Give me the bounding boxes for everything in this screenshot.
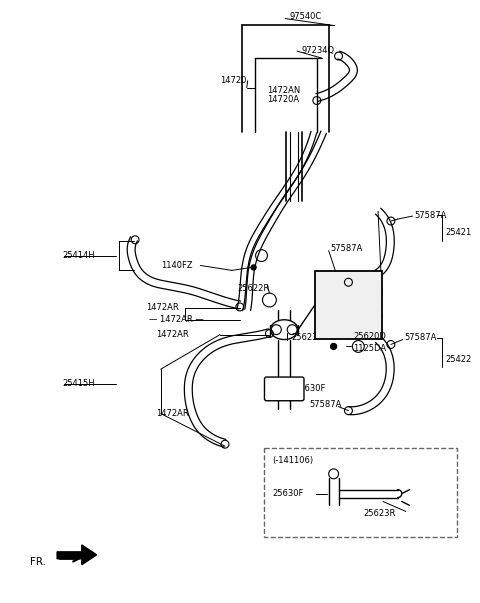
Bar: [315, 271, 382, 338]
Text: 14720: 14720: [220, 76, 246, 85]
Text: 25623R: 25623R: [363, 509, 396, 518]
Text: 57587A: 57587A: [331, 244, 363, 253]
Text: 25422: 25422: [445, 355, 471, 364]
Text: 25630F: 25630F: [294, 384, 325, 393]
Bar: [264, 448, 457, 537]
FancyBboxPatch shape: [264, 377, 304, 401]
Text: 25414H: 25414H: [62, 251, 95, 260]
Text: 1472AN: 1472AN: [267, 86, 300, 95]
Text: 1472AR: 1472AR: [156, 409, 189, 418]
Text: 25421: 25421: [445, 229, 471, 238]
Text: 57587A: 57587A: [405, 333, 437, 342]
Text: 97540C: 97540C: [289, 12, 322, 21]
Text: 57587A: 57587A: [415, 210, 447, 219]
Text: 25622R: 25622R: [238, 283, 270, 292]
Text: (-141106): (-141106): [272, 455, 313, 464]
Text: 1472AR: 1472AR: [156, 330, 189, 339]
Text: 1472AR: 1472AR: [146, 303, 179, 312]
Text: 25620D: 25620D: [353, 332, 386, 341]
Text: 25630F: 25630F: [272, 489, 304, 498]
Text: 97234Q: 97234Q: [301, 46, 334, 55]
Polygon shape: [57, 545, 96, 564]
Circle shape: [331, 344, 336, 349]
Text: 57587A: 57587A: [309, 400, 341, 409]
Text: — 1472AR —: — 1472AR —: [149, 315, 204, 324]
Text: 14720A: 14720A: [267, 95, 300, 104]
Text: FR.: FR.: [30, 557, 47, 567]
Circle shape: [251, 265, 256, 270]
Text: 1140FZ: 1140FZ: [161, 261, 192, 270]
Text: 1125DA: 1125DA: [353, 344, 386, 353]
Text: 25415H: 25415H: [62, 379, 95, 388]
Text: 25623T: 25623T: [291, 333, 323, 342]
